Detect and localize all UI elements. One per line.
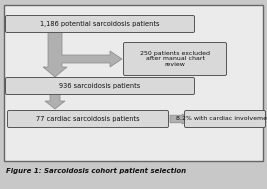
FancyBboxPatch shape <box>6 77 194 94</box>
Polygon shape <box>45 93 65 109</box>
FancyBboxPatch shape <box>6 15 194 33</box>
Text: 936 sarcoidosis patients: 936 sarcoidosis patients <box>59 83 141 89</box>
FancyBboxPatch shape <box>4 5 263 161</box>
FancyBboxPatch shape <box>124 43 226 75</box>
Text: 77 cardiac sarcoidosis patients: 77 cardiac sarcoidosis patients <box>36 116 140 122</box>
Text: 1,186 potential sarcoidosis patients: 1,186 potential sarcoidosis patients <box>40 21 160 27</box>
Polygon shape <box>43 31 122 77</box>
Text: 8.2% with cardiac involvement: 8.2% with cardiac involvement <box>176 116 267 122</box>
FancyBboxPatch shape <box>184 111 265 128</box>
Text: Figure 1: Sarcoidosis cohort patient selection: Figure 1: Sarcoidosis cohort patient sel… <box>6 168 186 174</box>
Text: 250 patients excluded
after manual chart
review: 250 patients excluded after manual chart… <box>140 51 210 67</box>
FancyBboxPatch shape <box>7 111 168 128</box>
Polygon shape <box>170 114 192 124</box>
